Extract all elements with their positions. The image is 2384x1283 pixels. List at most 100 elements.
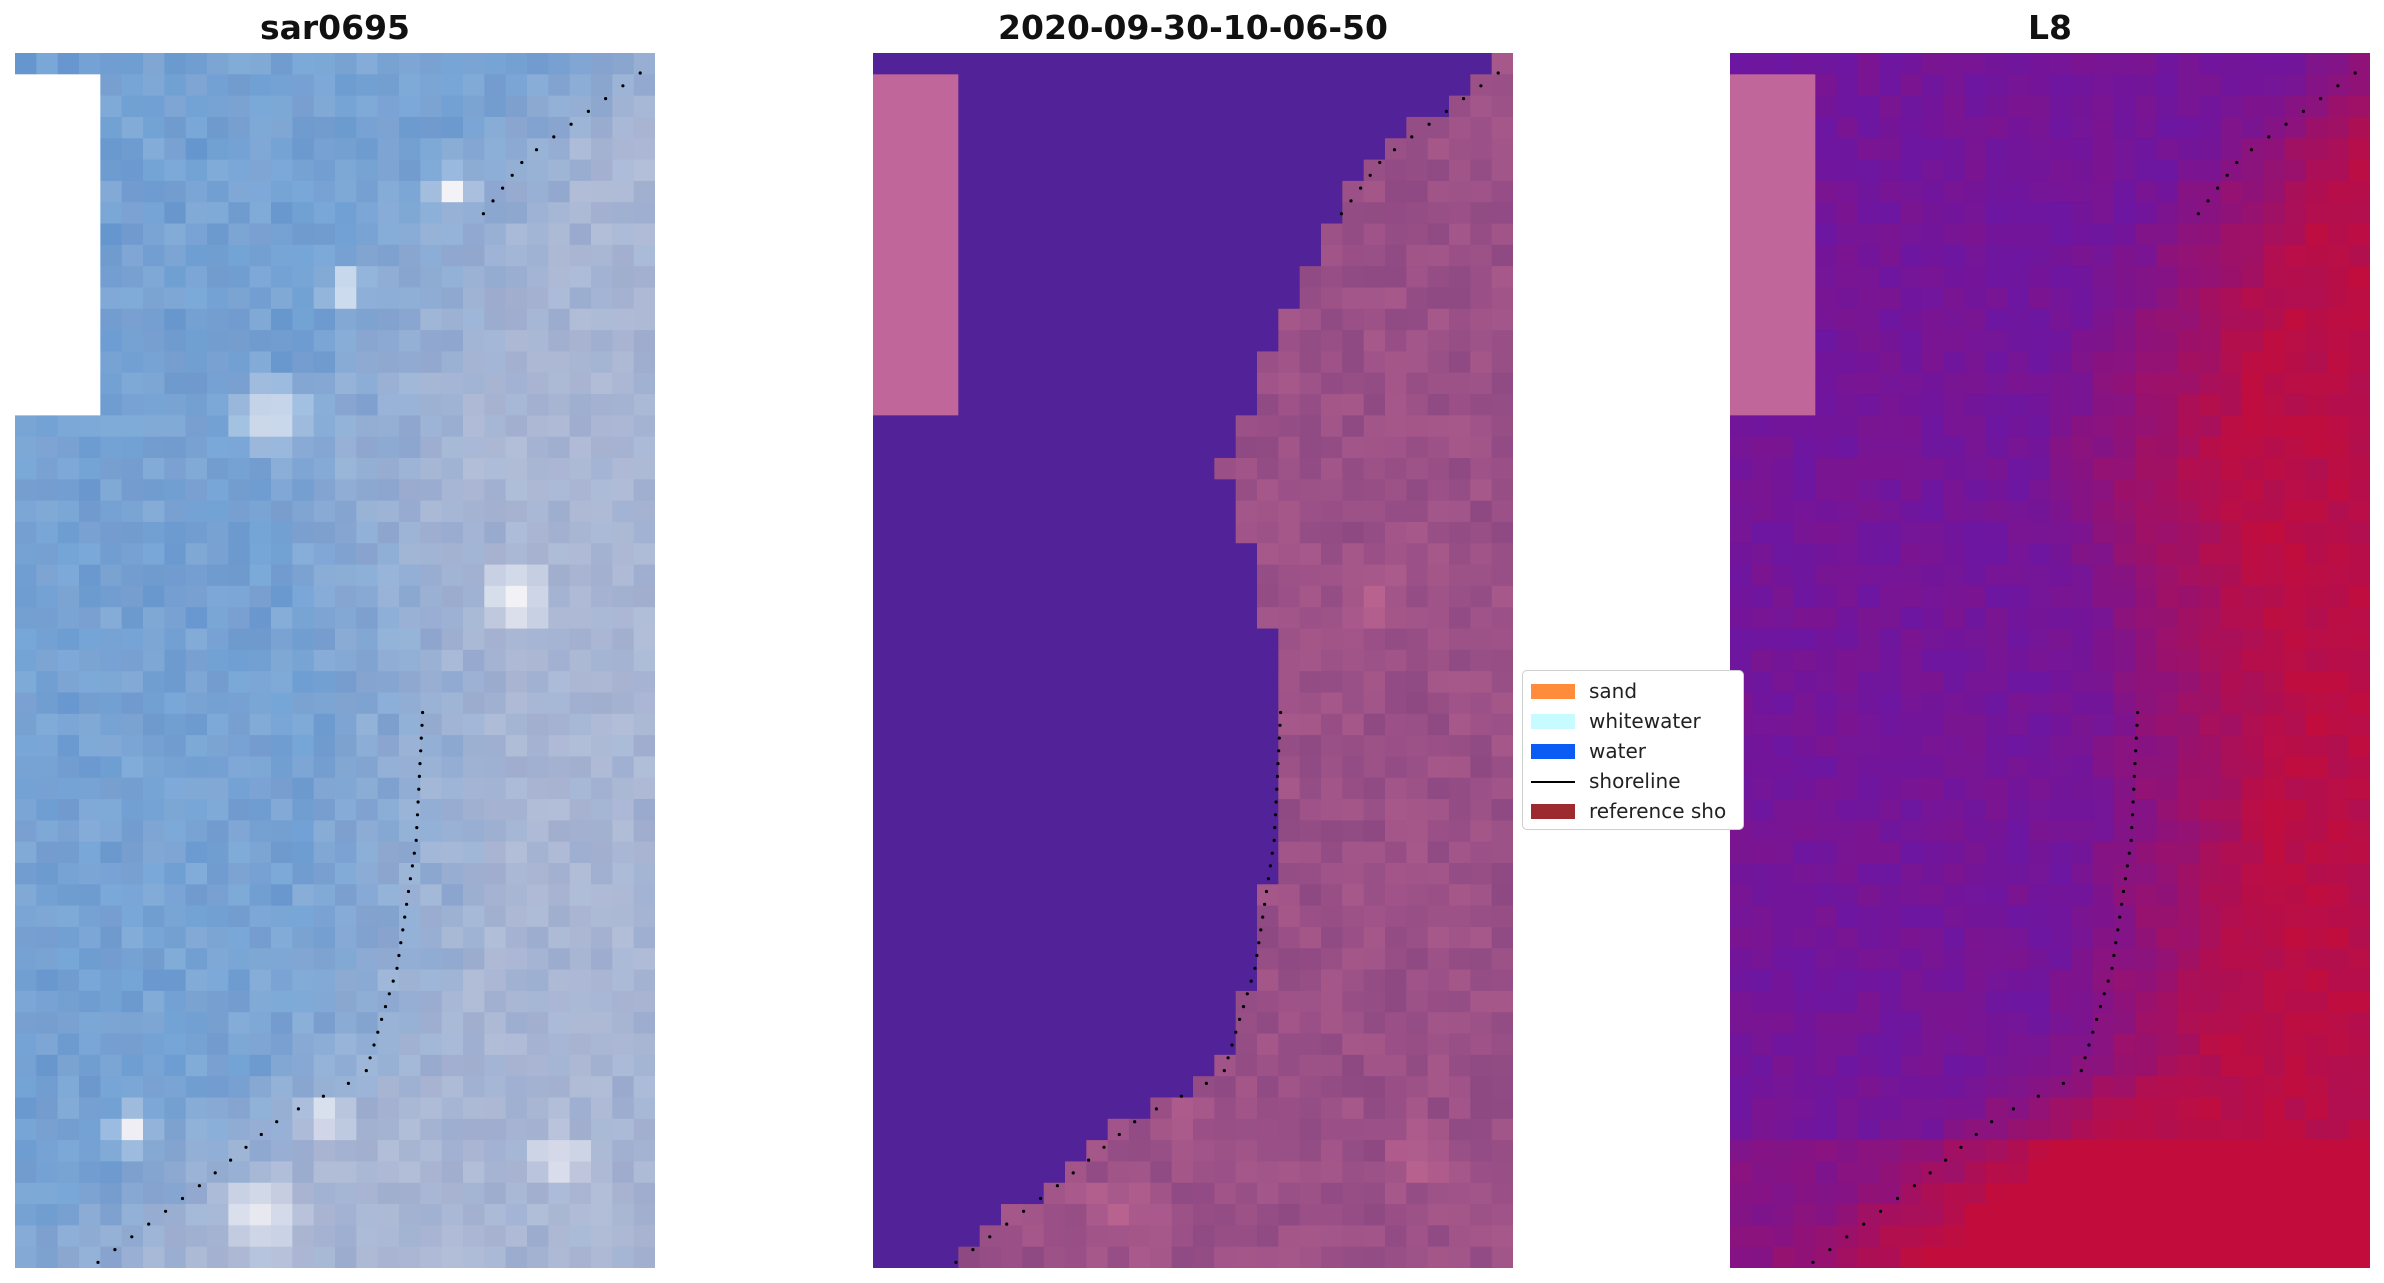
shoreline-dot xyxy=(1179,1094,1183,1098)
shoreline-dot xyxy=(621,84,625,88)
shoreline-dot xyxy=(1277,736,1281,740)
shoreline-dot xyxy=(1944,1158,1948,1162)
shoreline-dot xyxy=(1392,148,1397,152)
shoreline-dot xyxy=(391,979,395,983)
shoreline-dot xyxy=(417,787,421,791)
shoreline-dot xyxy=(244,1145,248,1149)
shoreline-dot xyxy=(1275,774,1279,779)
shoreline-dot xyxy=(1249,979,1253,983)
water-swatch xyxy=(1531,744,1575,759)
shoreline-dot xyxy=(2301,109,2305,113)
shoreline-dot xyxy=(586,109,591,113)
rgb-image-panel xyxy=(15,53,655,1268)
shoreline-dot xyxy=(1444,109,1448,113)
legend-label-reference-shoreline: reference sho xyxy=(1589,799,1727,823)
shoreline-dot xyxy=(2134,736,2138,740)
shoreline-dot xyxy=(346,1081,350,1085)
legend-label-whitewater: whitewater xyxy=(1589,709,1701,733)
shoreline-dot xyxy=(1266,877,1270,881)
index-image xyxy=(1730,53,2370,1268)
shoreline-dot xyxy=(520,160,524,165)
shoreline-dot xyxy=(2118,915,2122,919)
shoreline-dot xyxy=(1912,1184,1916,1188)
shoreline-dot xyxy=(2216,186,2220,190)
shoreline-dot xyxy=(1055,1184,1059,1188)
shoreline-dot xyxy=(491,199,495,203)
shoreline-dot xyxy=(1274,800,1278,804)
shoreline-dot xyxy=(414,838,418,843)
shoreline-dot xyxy=(1462,97,1466,101)
shoreline-dot xyxy=(1410,135,1414,139)
legend: sand whitewater water shoreline referenc… xyxy=(1522,670,1744,830)
shoreline-dot xyxy=(2114,941,2118,945)
shoreline-dot xyxy=(2235,160,2239,165)
shoreline-dot xyxy=(2110,966,2114,970)
shoreline-dot xyxy=(2206,199,2210,203)
shoreline-dot xyxy=(113,1248,117,1252)
shoreline-dot xyxy=(1238,1017,1242,1022)
shoreline-dot xyxy=(1071,1171,1075,1175)
shoreline-dot xyxy=(1273,813,1278,817)
shoreline-dot xyxy=(275,1120,279,1124)
shoreline-dot xyxy=(501,186,505,190)
shoreline-dot xyxy=(2132,774,2136,779)
shoreline-dot xyxy=(1862,1222,1866,1226)
shoreline-dot xyxy=(1005,1222,1009,1226)
shoreline-dot xyxy=(1259,928,1263,932)
shoreline-dot xyxy=(1359,186,1363,190)
shoreline-dot xyxy=(1276,762,1280,766)
shoreline-dot xyxy=(1275,787,1279,791)
shoreline-dot xyxy=(415,826,419,830)
shoreline-dot xyxy=(372,1043,376,1047)
shoreline-dot xyxy=(2249,148,2254,152)
shoreline-dot xyxy=(2134,749,2138,753)
shoreline-dot xyxy=(569,122,573,126)
rgb-image xyxy=(15,53,655,1268)
shoreline-dot xyxy=(405,902,409,906)
nodata-mask xyxy=(15,74,101,416)
shoreline-dot xyxy=(2336,84,2340,88)
shoreline-dot xyxy=(1257,941,1261,945)
shoreline-dot xyxy=(1270,851,1274,855)
shoreline-dot xyxy=(552,135,556,139)
sand-swatch xyxy=(1531,684,1575,699)
shoreline-dot xyxy=(2131,800,2135,804)
shoreline-dot xyxy=(2036,1094,2040,1098)
shoreline-dot xyxy=(401,928,405,932)
nodata-mask xyxy=(873,74,959,416)
shoreline-dot xyxy=(2095,1017,2099,1022)
shoreline-dot xyxy=(988,1235,992,1239)
shoreline-dot xyxy=(1133,1120,1137,1124)
nodata-mask xyxy=(1730,74,1816,416)
shoreline-dot xyxy=(2098,1005,2103,1009)
shoreline-dot xyxy=(321,1094,325,1098)
shoreline-dot xyxy=(164,1209,168,1213)
shoreline-dot xyxy=(2319,97,2323,101)
shoreline-dot xyxy=(1022,1209,1026,1213)
shoreline-dot xyxy=(2127,851,2131,855)
shoreline-dot xyxy=(1154,1107,1158,1111)
shoreline-dot xyxy=(197,1184,201,1188)
shoreline-dot xyxy=(2135,723,2139,727)
shoreline-dot xyxy=(1273,826,1277,830)
shoreline-dot xyxy=(2083,1056,2087,1060)
legend-label-shoreline: shoreline xyxy=(1589,769,1681,793)
shoreline-dot xyxy=(2267,135,2271,139)
shoreline-dot xyxy=(1038,1196,1043,1201)
shoreline-dot xyxy=(1974,1132,1978,1137)
shoreline-dot xyxy=(417,774,421,779)
shoreline-dot xyxy=(2011,1107,2015,1111)
shoreline-dot xyxy=(1277,749,1281,753)
shoreline-dot xyxy=(2133,762,2137,766)
shoreline-dot xyxy=(2087,1043,2091,1047)
shoreline-dot xyxy=(415,813,420,817)
shoreline-dot xyxy=(364,1069,368,1073)
shoreline-dot xyxy=(2091,1030,2095,1034)
shoreline-dot xyxy=(213,1171,217,1175)
shoreline-dot xyxy=(421,710,425,715)
shoreline-dot xyxy=(2196,212,2200,216)
shoreline-dot xyxy=(2112,953,2116,958)
classified-image xyxy=(873,53,1513,1268)
shoreline-dot xyxy=(387,992,391,996)
shoreline-dot xyxy=(399,941,403,945)
